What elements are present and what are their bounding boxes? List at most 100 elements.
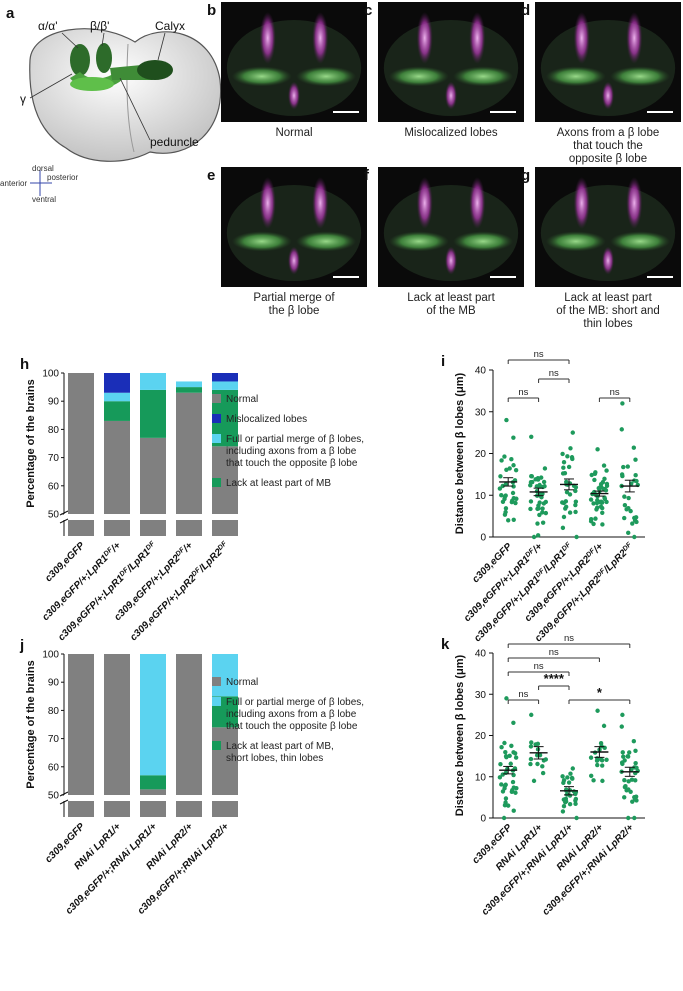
alpha-lobe-right	[312, 12, 329, 64]
panel-label: j	[19, 637, 24, 654]
data-point	[573, 791, 578, 797]
y-tick-label: 80	[48, 706, 60, 717]
data-point	[620, 473, 625, 479]
caption-d: Axons from a β lobe	[557, 127, 660, 139]
data-point	[537, 500, 542, 505]
data-point	[564, 489, 570, 495]
data-point	[498, 474, 503, 479]
data-point	[573, 502, 578, 508]
caption-d: that touch the	[573, 140, 643, 152]
data-point	[503, 796, 509, 801]
data-point	[535, 521, 540, 526]
label-beta: β/β'	[90, 19, 109, 33]
data-point	[570, 456, 575, 462]
y-tick-label: 100	[42, 369, 59, 380]
data-point	[574, 534, 579, 540]
data-point	[514, 496, 519, 501]
legend-label-lack: short lobes, thin lobes	[226, 753, 323, 764]
caption-g: thin lobes	[583, 318, 632, 330]
data-point	[563, 499, 569, 504]
bar-base-3	[176, 801, 202, 817]
data-point	[565, 454, 570, 459]
data-point	[536, 506, 541, 511]
legend-label-normal: Normal	[226, 677, 258, 688]
y-tick-label: 40	[475, 366, 487, 377]
data-point	[561, 460, 567, 465]
data-point	[541, 501, 547, 506]
bar-segment-lack	[140, 389, 166, 438]
data-point	[510, 779, 516, 785]
data-point	[602, 476, 607, 482]
legend-swatch-lack	[212, 478, 221, 487]
bar-segment-normal	[68, 373, 94, 514]
data-point	[531, 534, 537, 540]
bar-segment-normal	[104, 654, 130, 795]
legend-label-lack: Lack at least part of MB,	[226, 741, 334, 752]
bar-base-1	[104, 520, 130, 536]
data-point	[624, 788, 629, 793]
data-point	[573, 488, 578, 494]
data-point	[621, 754, 626, 759]
label-peduncle: peduncle	[150, 135, 199, 149]
legend-swatch-normal	[212, 394, 221, 403]
significance-label: ns	[534, 661, 544, 672]
data-point	[595, 447, 600, 452]
data-point	[503, 506, 509, 511]
significance-label: *	[597, 685, 603, 700]
midline-signal	[602, 81, 614, 110]
legend-label-lack: Lack at least part of MB	[226, 478, 331, 489]
data-point	[509, 743, 514, 749]
y-axis-label: Percentage of the brains	[25, 379, 37, 507]
data-point	[570, 766, 575, 771]
data-point	[567, 801, 573, 807]
data-point	[626, 530, 631, 536]
caption-f: of the MB	[426, 305, 476, 317]
legend-label-normal: Normal	[226, 394, 258, 405]
panel-label: h	[20, 356, 29, 373]
legend-swatch-mislocalized	[212, 414, 221, 423]
beta-lobe-right	[610, 66, 671, 87]
data-point	[511, 720, 516, 726]
data-point	[560, 500, 565, 505]
data-point	[511, 517, 516, 522]
data-point	[502, 740, 507, 746]
data-point	[531, 778, 537, 784]
data-point	[598, 757, 604, 762]
data-point	[627, 750, 632, 755]
data-point	[604, 757, 609, 762]
compass-posterior: posterior	[47, 173, 78, 182]
beta-lobe-right	[453, 66, 514, 87]
data-point	[503, 749, 508, 755]
panel-label-c: c	[364, 2, 372, 19]
y-tick-label: 80	[48, 425, 60, 436]
legend-label-merge: that touch the opposite β lobe	[226, 721, 358, 732]
data-point	[592, 471, 598, 476]
legend-swatch-merge	[212, 434, 221, 443]
data-point	[543, 510, 549, 516]
data-point	[620, 750, 625, 755]
midline-signal	[445, 81, 457, 110]
beta-lobe-left	[231, 66, 292, 87]
data-point	[622, 494, 627, 499]
data-point	[567, 510, 573, 515]
y-axis-label: Distance between β lobes (μm)	[454, 654, 466, 816]
bar-segment-mislocalized	[104, 373, 130, 393]
beta-lobe-right	[610, 231, 671, 252]
panel-label-f: f	[364, 167, 370, 184]
axis-break	[59, 518, 69, 524]
beta-lobe-left	[388, 231, 449, 252]
data-point	[624, 507, 629, 512]
data-point	[497, 486, 503, 491]
label-part: c309,eGFP/+;LpR2	[128, 573, 198, 643]
bar-base-0	[68, 801, 94, 817]
data-point	[502, 454, 507, 459]
data-point	[563, 504, 569, 510]
data-point	[534, 484, 539, 489]
data-point	[588, 519, 594, 524]
superscript: DF	[144, 539, 156, 551]
data-point	[501, 815, 507, 821]
data-point	[623, 783, 628, 789]
bar-segment-merge	[212, 654, 238, 697]
